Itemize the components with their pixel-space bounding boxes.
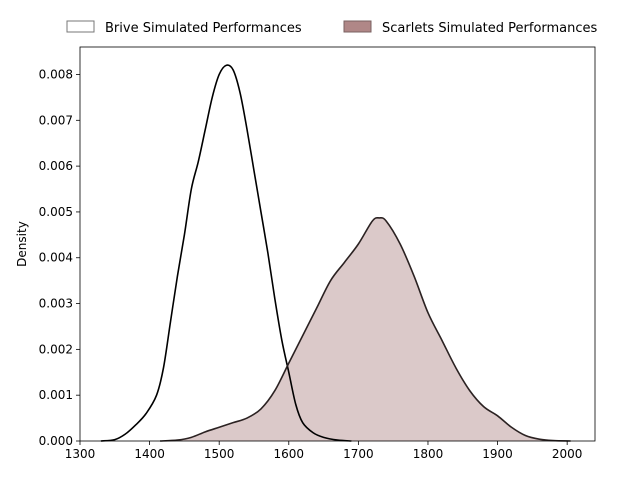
y-tick-label: 0.006 bbox=[39, 159, 73, 173]
y-tick-label: 0.008 bbox=[39, 67, 73, 81]
x-tick-label: 2000 bbox=[552, 447, 583, 461]
y-tick-label: 0.004 bbox=[39, 251, 73, 265]
axes-frame bbox=[79, 46, 596, 442]
x-tick-label: 1800 bbox=[413, 447, 444, 461]
x-tick-label: 1400 bbox=[134, 447, 165, 461]
y-axis: 0.000 0.001 0.002 0.003 0.004 0.005 0.006 0.007… bbox=[39, 67, 80, 448]
legend-label-brive-simulated-performances: Brive Simulated Performances bbox=[105, 21, 302, 36]
y-tick-label: 0.000 bbox=[39, 434, 73, 448]
y-axis-label: Density bbox=[15, 221, 29, 267]
y-tick-label: 0.007 bbox=[39, 113, 73, 127]
y-tick-label: 0.002 bbox=[39, 342, 73, 356]
plot-lines bbox=[100, 64, 571, 442]
x-axis: 1300 1400 1500 1600 1700 1800 1900 2000 bbox=[65, 441, 583, 461]
x-tick-label: 1600 bbox=[274, 447, 305, 461]
y-tick-label: 0.001 bbox=[39, 388, 73, 402]
y-tick-label: 0.005 bbox=[39, 205, 73, 219]
x-tick-label: 1900 bbox=[482, 447, 513, 461]
density-line-scarlets-simulated-performances bbox=[159, 216, 571, 442]
x-tick-label: 1300 bbox=[65, 447, 96, 461]
y-tick-label: 0.003 bbox=[39, 297, 73, 311]
legend-swatch-scarlets-simulated-performances bbox=[343, 20, 372, 33]
legend-swatch-brive-simulated-performances bbox=[66, 20, 95, 33]
x-tick-label: 1700 bbox=[343, 447, 374, 461]
legend: Brive Simulated Performances Scarlets Sim… bbox=[66, 20, 598, 36]
plot-fills bbox=[160, 217, 571, 441]
x-tick-label: 1500 bbox=[204, 447, 235, 461]
density-line-brive-simulated-performances bbox=[100, 64, 352, 442]
legend-label-scarlets-simulated-performances: Scarlets Simulated Performances bbox=[382, 21, 598, 36]
density-fill-scarlets-simulated-performances bbox=[160, 217, 571, 441]
